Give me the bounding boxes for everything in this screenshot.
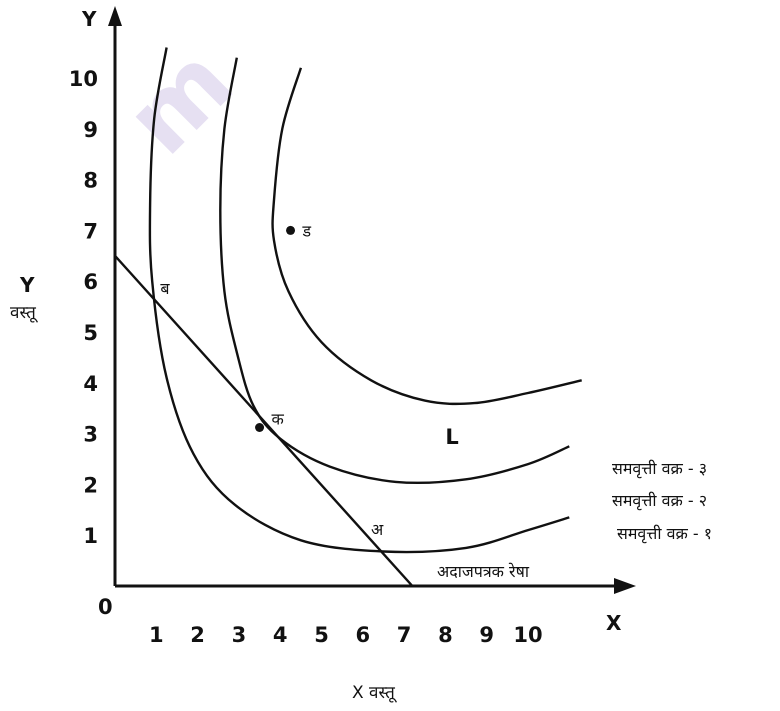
y-tick-label: 8: [83, 169, 98, 193]
annotation-label: L: [445, 425, 458, 449]
legend-entry-2: समवृत्ती वक्र - २: [612, 491, 707, 511]
x-axis-arrow: [614, 578, 636, 594]
y-tick-label: 9: [83, 118, 98, 142]
annotation-label: ब: [160, 279, 170, 298]
origin-label: 0: [98, 595, 113, 619]
y-tick-label: 10: [69, 67, 98, 91]
annotations: ब अ L: [160, 279, 458, 539]
x-tick-label: 9: [479, 623, 494, 647]
x-tick-label: 6: [355, 623, 370, 647]
legend-entry-1: समवृत्ती वक्र - १: [617, 524, 712, 544]
annotation-label: अ: [371, 520, 384, 539]
legend: समवृत्ती वक्र - ३ समवृत्ती वक्र - २ समवृ…: [612, 459, 712, 544]
y-tick-label: 5: [83, 321, 98, 345]
x-tick-label: 3: [232, 623, 247, 647]
marked-point-label: ड: [302, 221, 312, 240]
x-tick-label: 4: [273, 623, 288, 647]
watermark: m: [104, 26, 254, 176]
marked-point-label: क: [272, 410, 285, 429]
y-axis-label-top: Y: [19, 273, 35, 297]
x-axis-letter: X: [606, 611, 622, 635]
y-tick-labels: 1 2 3 4 5 6 7 8 9 10: [69, 67, 98, 548]
marked-point-dot: [255, 423, 265, 433]
x-tick-label: 8: [438, 623, 453, 647]
x-tick-labels: 1 2 3 4 5 6 7 8 9 10: [149, 623, 543, 647]
legend-entry-3: समवृत्ती वक्र - ३: [612, 459, 707, 479]
marked-points: डक: [255, 221, 312, 433]
marked-point-dot: [286, 225, 296, 235]
x-tick-label: 10: [513, 623, 542, 647]
y-tick-label: 6: [83, 270, 98, 294]
y-axis-letter: Y: [81, 7, 97, 31]
y-axis-arrow: [108, 6, 122, 26]
y-tick-label: 4: [83, 372, 98, 396]
budget-line: [114, 254, 414, 587]
x-tick-label: 2: [190, 623, 205, 647]
y-tick-label: 7: [83, 219, 98, 243]
y-tick-label: 1: [83, 524, 98, 548]
indifference-curve-3: [271, 67, 582, 406]
indifference-curve-1: [148, 47, 570, 554]
budget-line-label: अदाजपत्रक रेषा: [437, 562, 530, 581]
y-tick-label: 2: [83, 473, 98, 497]
y-tick-label: 3: [83, 423, 98, 447]
x-tick-label: 1: [149, 623, 164, 647]
x-axis-label: X वस्तू: [352, 683, 398, 703]
x-tick-label: 5: [314, 623, 329, 647]
x-tick-label: 7: [397, 623, 412, 647]
svg-text:m: m: [104, 26, 254, 176]
y-axis-label-bottom: वस्तू: [10, 303, 39, 323]
